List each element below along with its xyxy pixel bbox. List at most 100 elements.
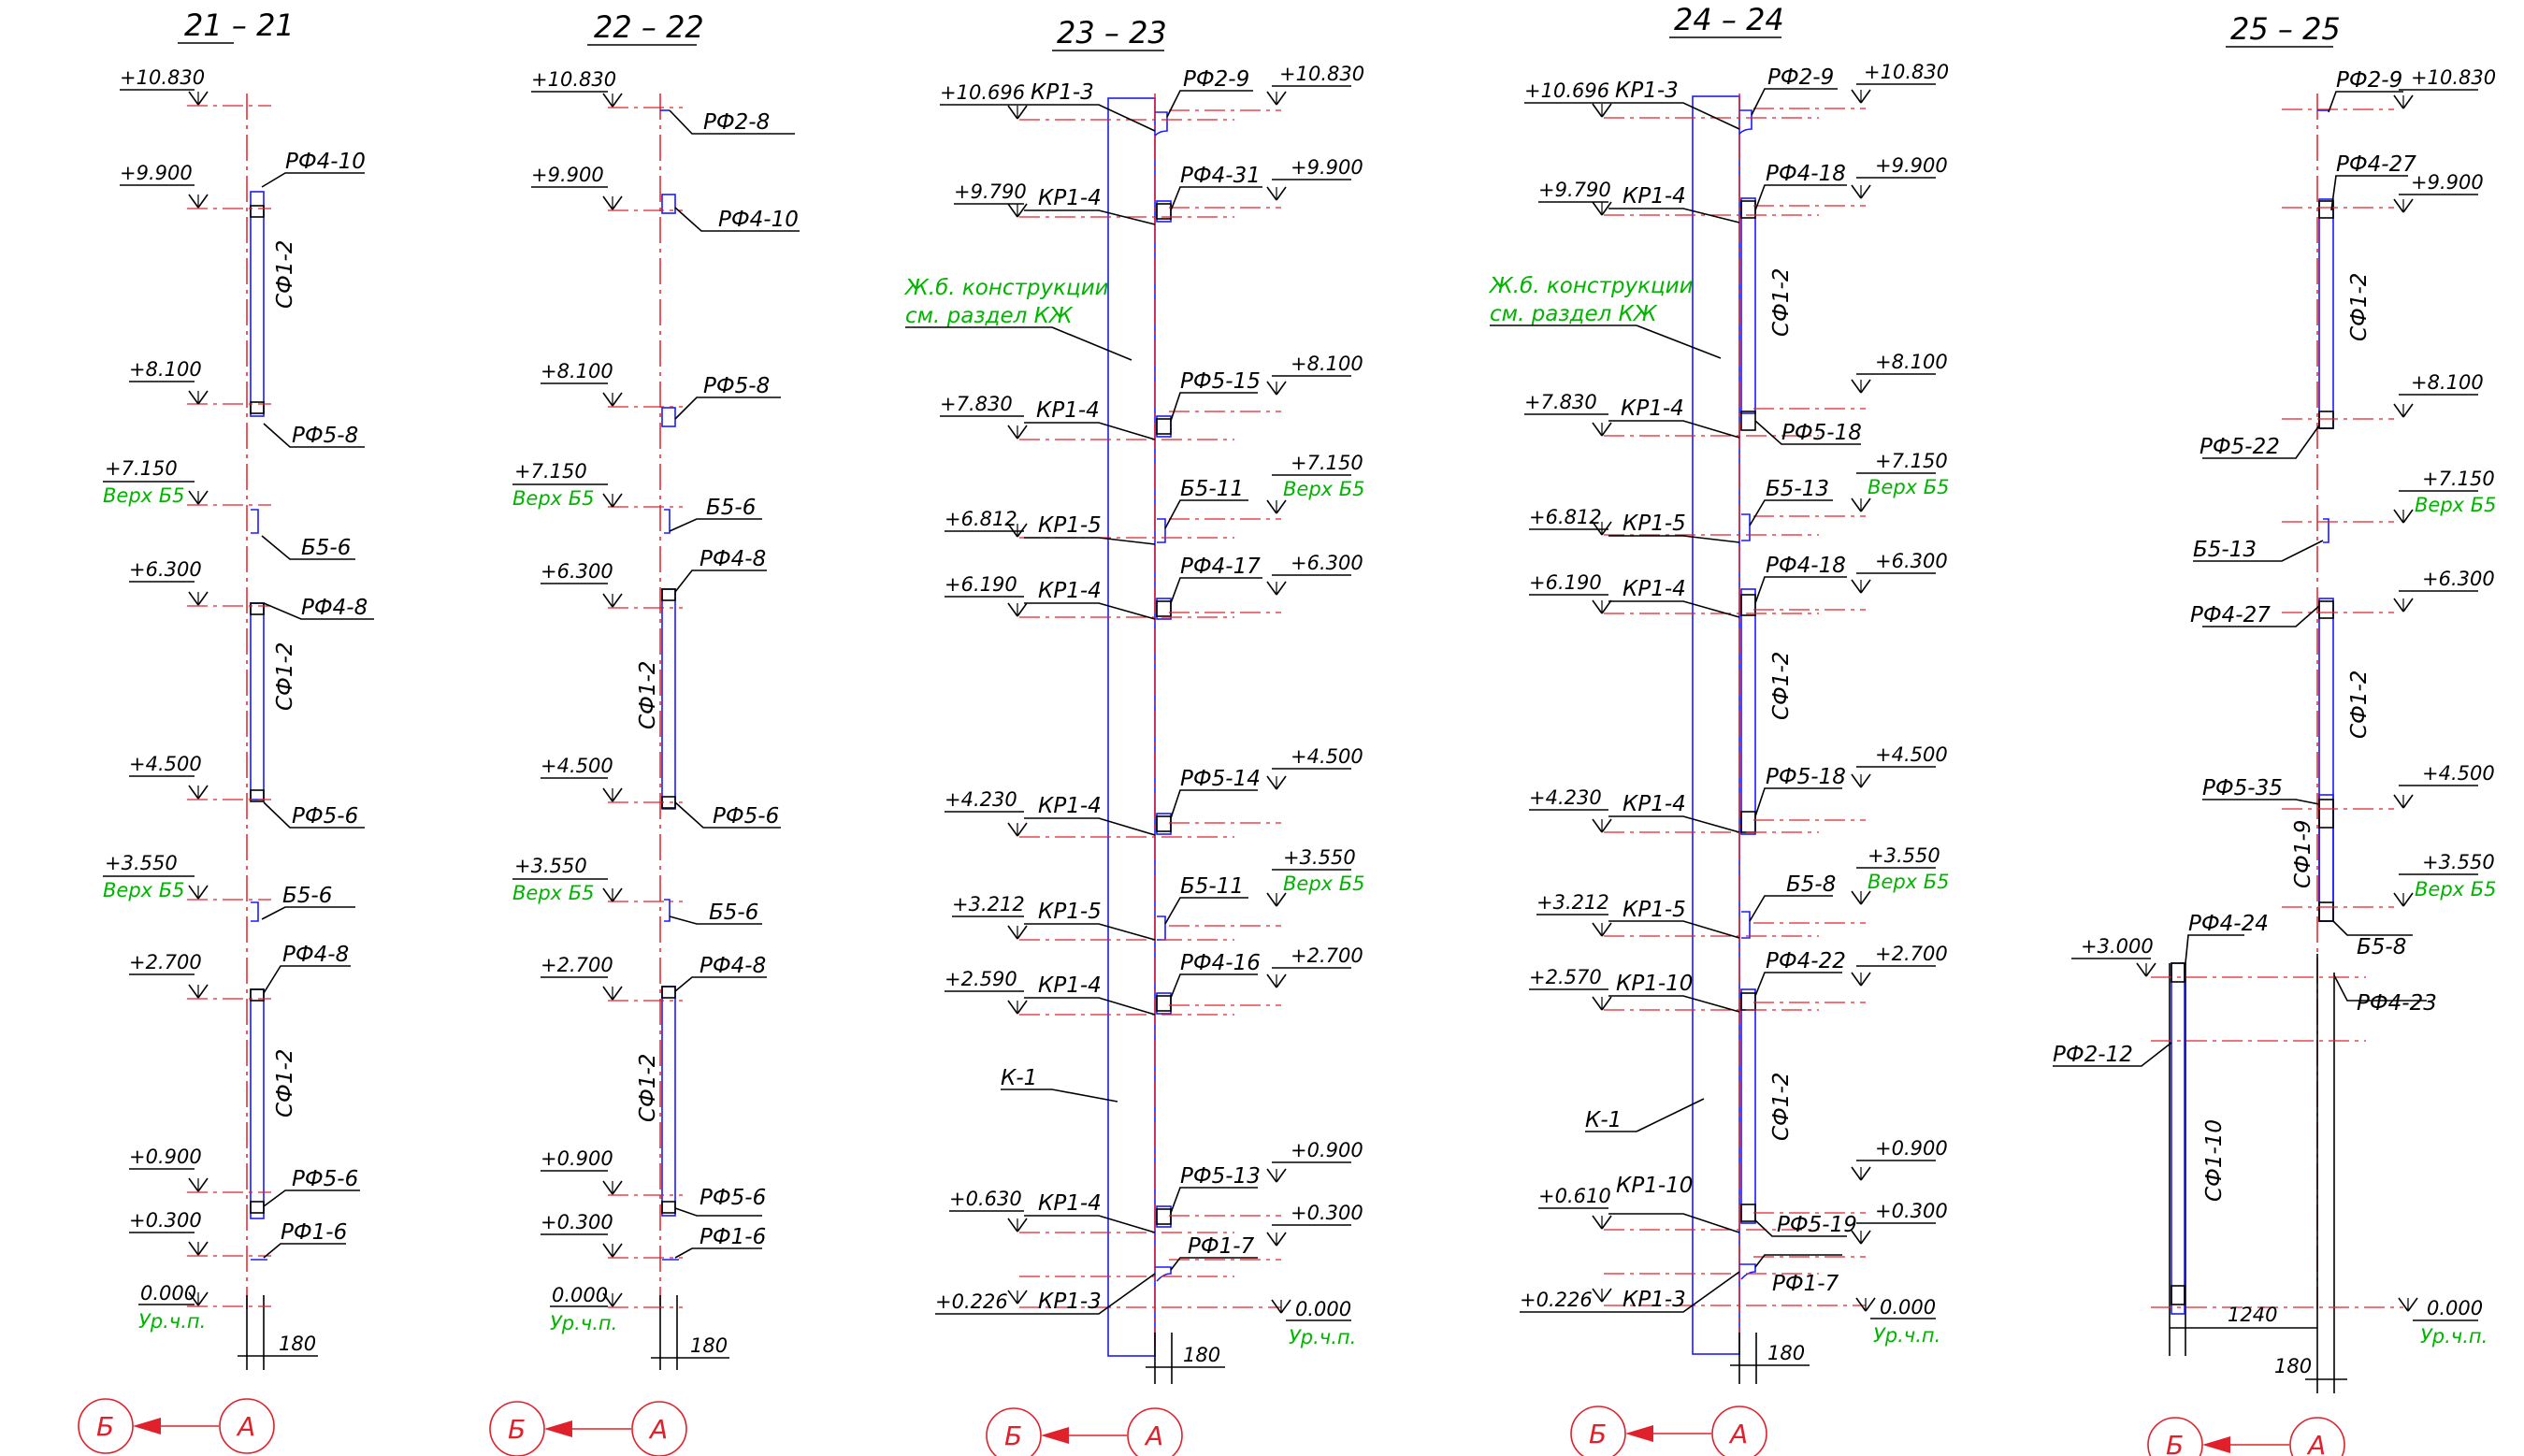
level-mark: +8.100 xyxy=(129,358,202,381)
element-label: РФ1-7 xyxy=(1188,1234,1255,1259)
section-title: 22 – 22 xyxy=(594,9,704,45)
axis-marker: А xyxy=(236,1411,255,1442)
column-label: К-1 xyxy=(1585,1108,1622,1132)
element-label: Б5-6 xyxy=(709,901,758,925)
note-text: Ур.ч.п. xyxy=(550,1312,617,1334)
level-mark: +3.212 xyxy=(1536,891,1609,914)
element-label: КР1-5 xyxy=(1038,900,1102,924)
element-label: РФ4-17 xyxy=(1180,555,1261,579)
level-mark: +8.100 xyxy=(541,360,613,382)
section-title: 23 – 23 xyxy=(1057,15,1167,50)
level-mark: +4.230 xyxy=(945,788,1017,811)
dimension-text: 180 xyxy=(279,1333,316,1355)
section-23: 23 – 23 xyxy=(903,15,1365,1456)
element-label: РФ4-18 xyxy=(1766,162,1846,186)
element-label: КР1-3 xyxy=(1031,80,1094,105)
level-mark: +7.150 xyxy=(2422,468,2495,490)
element-label: Б5-6 xyxy=(301,536,351,560)
element-label: Б5-13 xyxy=(2193,538,2257,562)
section-22: 22 – 22 xyxy=(489,9,800,1456)
section-24: 24 – 24 xyxy=(1488,2,1950,1456)
level-mark: +4.500 xyxy=(1875,743,1948,766)
element-label: СФ1-9 xyxy=(2291,820,2315,888)
level-mark: +10.830 xyxy=(531,68,616,91)
level-mark: +3.550 xyxy=(1868,844,1940,867)
level-mark: +10.696 xyxy=(1524,79,1609,102)
note-text: Верх Б5 xyxy=(2415,494,2497,516)
level-mark: +9.900 xyxy=(1875,154,1948,177)
element-label: РФ4-10 xyxy=(718,208,799,232)
element-label: КР1-4 xyxy=(1038,794,1102,818)
section-21: 21 – 21 xyxy=(78,7,374,1454)
element-label: РФ4-8 xyxy=(700,954,766,978)
level-mark: +6.300 xyxy=(541,560,613,583)
level-mark: +0.900 xyxy=(1291,1139,1363,1161)
element-label: Б5-13 xyxy=(1766,477,1829,501)
note-text: Верх Б5 xyxy=(103,484,185,507)
level-mark: +4.500 xyxy=(1291,745,1363,768)
level-mark: +9.790 xyxy=(954,180,1027,203)
level-mark: 0.000 xyxy=(2427,1297,2483,1319)
level-mark: +7.830 xyxy=(1524,391,1597,413)
level-mark: +9.900 xyxy=(120,162,193,184)
element-label: СФ1-2 xyxy=(2347,670,2372,739)
element-label: КР1-3 xyxy=(1038,1290,1102,1314)
element-label: РФ4-8 xyxy=(700,547,766,571)
level-mark: +4.500 xyxy=(541,755,613,777)
element-label: СФ1-2 xyxy=(636,1054,660,1122)
level-mark: +10.830 xyxy=(1279,63,1364,85)
level-mark: +0.900 xyxy=(1875,1137,1948,1160)
level-mark: +0.300 xyxy=(1875,1200,1948,1222)
note-text: Верх Б5 xyxy=(512,882,595,904)
element-label: Б5-11 xyxy=(1180,874,1244,899)
dimension-text: 180 xyxy=(1767,1342,1805,1364)
element-label: РФ2-9 xyxy=(1767,65,1834,90)
note-text: Ур.ч.п. xyxy=(138,1310,206,1333)
axis-marker: А xyxy=(1144,1420,1163,1451)
level-mark: +4.230 xyxy=(1529,786,1602,809)
axis-marker: А xyxy=(2306,1430,2326,1456)
element-label: СФ1-2 xyxy=(273,1049,297,1117)
note-text: Ур.ч.п. xyxy=(1873,1324,1940,1347)
dimension-text: 1240 xyxy=(2228,1304,2277,1326)
axis-marker: Б xyxy=(1004,1420,1022,1451)
element-label: Б5-11 xyxy=(1180,477,1244,501)
element-label: РФ5-6 xyxy=(292,804,358,829)
dimension-text: 180 xyxy=(690,1334,728,1357)
level-mark: 0.000 xyxy=(1880,1296,1936,1319)
level-mark: +10.830 xyxy=(120,66,205,89)
level-mark: +2.570 xyxy=(1529,966,1602,988)
level-mark: +2.590 xyxy=(945,968,1017,990)
level-mark: +0.300 xyxy=(129,1209,202,1232)
element-label: РФ4-31 xyxy=(1180,164,1261,188)
level-mark: +2.700 xyxy=(541,954,613,976)
section-title: 25 – 25 xyxy=(2230,11,2341,47)
level-mark: 0.000 xyxy=(552,1284,608,1306)
element-label: РФ4-8 xyxy=(301,596,368,620)
element-label: КР1-4 xyxy=(1623,184,1686,209)
level-mark: +3.550 xyxy=(514,855,587,877)
note-text: см. раздел КЖ xyxy=(905,304,1074,328)
level-mark: +7.150 xyxy=(1875,450,1948,472)
level-mark: +10.830 xyxy=(1864,61,1949,83)
element-label: КР1-5 xyxy=(1038,513,1102,538)
element-label: РФ4-22 xyxy=(1766,949,1846,973)
element-label: РФ4-16 xyxy=(1180,951,1261,975)
element-label: РФ5-35 xyxy=(2202,776,2283,800)
note-text: Верх Б5 xyxy=(1868,871,1950,893)
element-label: КР1-10 xyxy=(1616,1174,1693,1198)
level-mark: +8.100 xyxy=(2411,371,2484,394)
element-label: РФ1-7 xyxy=(1772,1272,1839,1296)
note-text: Верх Б5 xyxy=(1283,478,1365,500)
level-mark: +6.812 xyxy=(945,508,1017,530)
note-text: Ур.ч.п. xyxy=(2420,1325,2488,1348)
level-mark: +6.190 xyxy=(945,573,1017,596)
level-mark: +8.100 xyxy=(1875,351,1948,373)
level-mark: +9.790 xyxy=(1538,179,1611,201)
element-label: КР1-10 xyxy=(1616,972,1693,996)
level-mark: +7.830 xyxy=(940,393,1013,415)
axis-marker: Б xyxy=(508,1414,526,1445)
note-text: Ж.б. конструкции xyxy=(903,276,1109,300)
element-label: РФ5-6 xyxy=(700,1186,766,1210)
